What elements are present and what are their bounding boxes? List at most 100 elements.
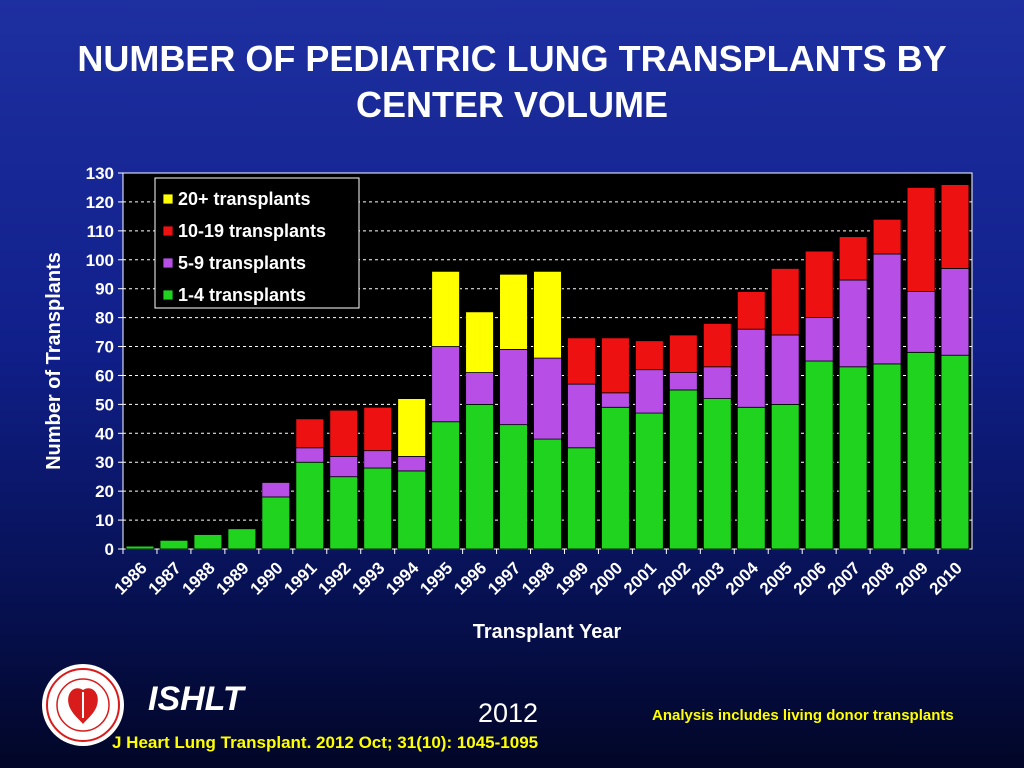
y-tick-label: 0 [105, 540, 114, 559]
bar-2010-series-2 [940, 184, 970, 269]
bar-2010-series-1 [940, 268, 970, 356]
x-tick-label: 1987 [145, 558, 185, 598]
bar-1994-series-0 [397, 470, 426, 550]
org-name: ISHLT [148, 680, 244, 718]
bar-2004-series-1 [736, 328, 766, 408]
bar-1998-series-1 [533, 357, 562, 440]
bar-2006-series-2 [804, 250, 834, 319]
bar-2004-series-0 [736, 406, 766, 550]
bar-2006-series-1 [804, 317, 834, 362]
x-tick-label: 2008 [858, 558, 898, 598]
bar-2009-series-1 [906, 291, 936, 353]
y-tick-label: 130 [86, 164, 114, 183]
chart-title-line2: CENTER VOLUME [355, 84, 668, 125]
bar-1990-series-1 [261, 482, 291, 498]
bar-2008-series-0 [872, 363, 902, 550]
bar-1986-series-0 [125, 545, 155, 550]
legend-label-1: 10-19 transplants [178, 221, 326, 241]
x-tick-label: 2002 [654, 558, 694, 598]
bar-2005-series-0 [770, 403, 800, 550]
bar-2000-series-0 [601, 406, 630, 550]
bar-2005-series-2 [770, 268, 800, 336]
x-tick-label: 1986 [111, 558, 151, 598]
bar-2003-series-0 [702, 398, 732, 550]
y-axis-label: Number of Transplants [43, 252, 65, 470]
bar-1992-series-1 [329, 456, 359, 478]
x-tick-label: 1994 [382, 558, 423, 599]
bar-2010-series-0 [940, 354, 970, 550]
bar-2003-series-2 [702, 322, 732, 368]
x-tick-label: 1998 [518, 558, 558, 598]
y-tick-label: 10 [95, 511, 114, 530]
bar-2007-series-1 [838, 279, 868, 368]
bar-1988-series-0 [193, 534, 223, 550]
bar-1987-series-0 [159, 539, 189, 550]
x-tick-label: 1988 [179, 558, 219, 598]
bar-2009-series-0 [906, 351, 936, 550]
legend-swatch-3 [162, 289, 174, 301]
y-tick-label: 110 [87, 222, 114, 241]
bar-1991-series-1 [295, 447, 325, 463]
bar-1996-series-0 [465, 403, 494, 550]
x-tick-label: 2005 [756, 558, 796, 598]
legend-box [154, 177, 360, 309]
x-tick-label: 1992 [314, 558, 354, 598]
bar-2001-series-2 [635, 340, 664, 371]
y-tick-label: 30 [95, 453, 114, 472]
bar-1998-series-0 [533, 438, 562, 550]
x-tick-label: 1999 [552, 558, 592, 598]
bar-1991-series-0 [295, 461, 325, 550]
x-tick-label: 2004 [722, 558, 763, 599]
publication-year: 2012 [478, 698, 539, 728]
y-tick-label: 20 [95, 482, 114, 501]
bar-1989-series-0 [227, 528, 257, 550]
bar-2002-series-1 [669, 372, 698, 391]
analysis-note: Analysis includes living donor transplan… [652, 707, 954, 724]
bar-2000-series-2 [601, 337, 630, 394]
bar-1997-series-3 [499, 273, 528, 350]
citation: J Heart Lung Transplant. 2012 Oct; 31(10… [112, 733, 539, 752]
y-tick-label: 70 [95, 338, 114, 357]
legend-label-2: 5-9 transplants [178, 253, 306, 273]
bar-2002-series-2 [669, 334, 698, 373]
bar-2002-series-0 [669, 389, 698, 550]
bar-1997-series-0 [499, 424, 528, 550]
legend-label-0: 20+ transplants [178, 189, 311, 209]
legend-label-3: 1-4 transplants [178, 285, 306, 305]
bar-1995-series-0 [431, 421, 460, 550]
x-tick-label: 2006 [790, 558, 830, 598]
x-tick-label: 2003 [688, 558, 728, 598]
legend-swatch-0 [162, 193, 174, 205]
bar-1999-series-1 [567, 383, 596, 449]
x-tick-label: 2007 [824, 558, 864, 598]
bar-2003-series-1 [702, 366, 732, 400]
bar-2005-series-1 [770, 334, 800, 405]
bar-1990-series-0 [261, 496, 291, 550]
bar-1992-series-0 [329, 476, 359, 550]
bar-1998-series-3 [533, 270, 562, 359]
bar-2007-series-0 [838, 366, 868, 550]
bar-1997-series-1 [499, 349, 528, 426]
y-tick-label: 60 [95, 366, 114, 385]
bar-2001-series-0 [635, 412, 664, 550]
y-tick-label: 50 [95, 395, 114, 414]
x-tick-label: 1991 [280, 558, 320, 598]
bar-1991-series-2 [295, 418, 325, 449]
bar-2004-series-2 [736, 291, 766, 330]
bar-2007-series-2 [838, 236, 868, 281]
bar-1999-series-0 [567, 447, 596, 550]
x-tick-label: 2001 [620, 558, 660, 598]
bar-2001-series-1 [635, 369, 664, 414]
y-tick-label: 90 [95, 280, 114, 299]
ishlt-logo [42, 664, 124, 746]
bar-1994-series-1 [397, 456, 426, 472]
bar-2000-series-1 [601, 392, 630, 408]
x-tick-label: 2010 [926, 558, 966, 598]
bar-1999-series-2 [567, 337, 596, 385]
x-tick-label: 2000 [586, 558, 626, 598]
legend-swatch-2 [162, 257, 174, 269]
bar-2009-series-2 [906, 187, 936, 292]
stacked-bar-chart: 0102030405060708090100110120130198619871… [43, 164, 973, 643]
bar-2006-series-0 [804, 360, 834, 550]
legend-swatch-1 [162, 225, 174, 237]
